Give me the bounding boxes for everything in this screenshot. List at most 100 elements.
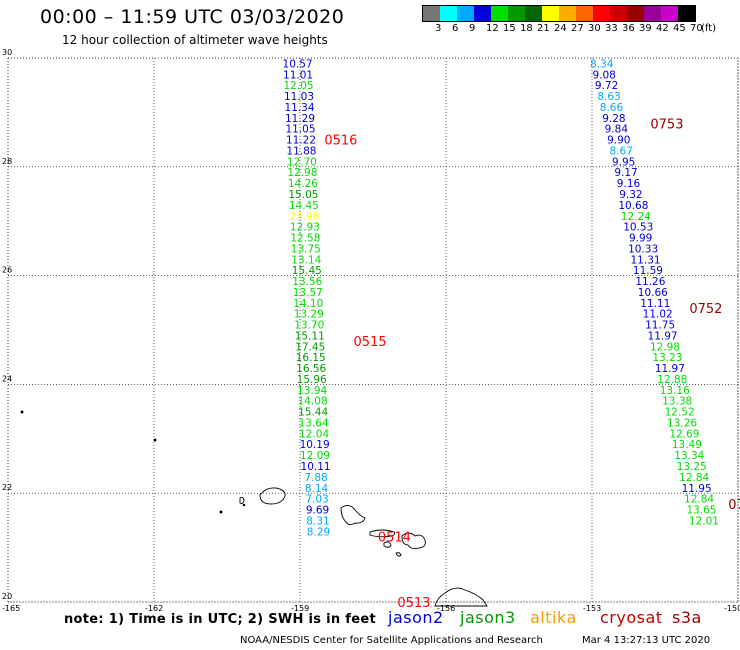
legend-swatch-9 — [576, 6, 593, 21]
legend-swatch-5 — [508, 6, 525, 21]
swh-value: 11.01 — [283, 69, 313, 81]
orbit-number-label: 0516 — [324, 134, 357, 149]
legend-swatch-14 — [661, 6, 678, 21]
island-kahoolawe — [395, 552, 402, 557]
legend-label: 36 — [622, 23, 635, 34]
legend-swatch-1 — [440, 6, 457, 21]
swh-value: 13.64 — [299, 417, 329, 429]
swh-value: 9.16 — [617, 178, 641, 190]
map-frame — [7, 57, 739, 603]
islet-3 — [20, 410, 24, 414]
swh-value: 15.05 — [288, 189, 318, 201]
swh-value: 8.31 — [306, 515, 329, 527]
swh-value: 13.75 — [291, 243, 321, 255]
swh-value: 8.14 — [305, 483, 329, 495]
swh-value: 12.93 — [290, 222, 320, 234]
swh-value: 9.32 — [619, 189, 642, 201]
swh-value: 11.31 — [631, 254, 661, 266]
swh-value: 15.45 — [292, 265, 322, 277]
swh-value: 10.57 — [283, 58, 313, 70]
swh-value: 11.02 — [643, 309, 673, 321]
legend-label: 30 — [588, 23, 601, 34]
orbit-number-label: 0752 — [689, 302, 722, 317]
orbit-number-label: 0515 — [354, 335, 387, 350]
lat-label: 24 — [2, 374, 12, 383]
legend-label: 12 — [486, 23, 499, 34]
swh-value: 11.75 — [645, 320, 675, 332]
swh-value: 13.49 — [672, 439, 702, 451]
island-kauai — [259, 487, 286, 505]
legend-label: 70 — [690, 23, 703, 34]
orbit-number-label: 0751 — [728, 498, 740, 513]
legend-swatch-10 — [593, 6, 610, 21]
map-title: 00:00 – 11:59 UTC 03/03/2020 — [40, 6, 345, 28]
swh-value: 12.04 — [299, 428, 329, 440]
swh-value: 9.28 — [602, 113, 625, 125]
swh-value: 15.96 — [297, 374, 327, 386]
island-hawaii — [434, 587, 488, 607]
legend-label: 21 — [537, 23, 550, 34]
swh-value: 9.17 — [614, 167, 637, 179]
swh-value: 16.56 — [296, 363, 326, 375]
satellite-label-altika: altika — [530, 608, 577, 627]
footer-note: note: 1) Time is in UTC; 2) SWH is in fe… — [64, 612, 376, 627]
swh-value: 12.69 — [669, 428, 699, 440]
swh-value: 8.34 — [590, 58, 614, 70]
swh-value: 12.84 — [684, 494, 714, 506]
hawaii-coastline — [20, 410, 488, 607]
swh-value: 10.11 — [301, 461, 331, 473]
legend-swatch-3 — [474, 6, 491, 21]
orbit-number-label: 0513 — [397, 596, 430, 611]
swh-value: 10.33 — [628, 243, 658, 255]
island-lanai — [383, 541, 392, 548]
legend-label: 3 — [435, 23, 442, 34]
lon-label: -153 — [583, 604, 601, 613]
islet-1 — [219, 510, 223, 514]
swh-value: 11.29 — [285, 113, 315, 125]
lat-label: 26 — [2, 266, 12, 275]
swh-value: 12.88 — [657, 374, 687, 386]
swh-value: 10.19 — [300, 439, 330, 451]
legend-label: 15 — [503, 23, 516, 34]
legend-swatch-11 — [610, 6, 627, 21]
swh-value: 12.01 — [689, 515, 719, 527]
swh-value: 13.94 — [297, 385, 327, 397]
swh-value: 12.52 — [665, 407, 695, 419]
swh-value: 11.97 — [655, 363, 685, 375]
swh-value: 14.26 — [288, 178, 318, 190]
altimeter-tracks: 10.5711.0112.0511.0311.3411.2911.0511.22… — [283, 58, 719, 538]
swh-value: 11.26 — [635, 276, 665, 288]
lon-label: -165 — [2, 604, 20, 613]
swh-value: 15.11 — [295, 330, 325, 342]
swh-value: 12.70 — [287, 156, 317, 168]
lat-label: 28 — [2, 157, 12, 166]
swh-value: 13.16 — [660, 385, 690, 397]
lat-label: 20 — [2, 592, 12, 601]
orbit-labels: 0516 0515 0514 0513 0753 0752 0751 — [324, 117, 740, 611]
legend-label: 24 — [554, 23, 567, 34]
swh-value: 13.34 — [674, 450, 704, 462]
legend-swatch-0 — [423, 6, 440, 21]
swh-value: 13.70 — [294, 320, 324, 332]
satellite-label-cryosat: cryosat — [600, 608, 663, 627]
swh-value: 13.29 — [294, 309, 324, 321]
swh-value: 8.66 — [600, 102, 624, 114]
swh-value: 12.84 — [679, 472, 709, 484]
island-maui — [401, 532, 426, 550]
swh-value: 11.05 — [285, 124, 315, 136]
orbit-number-label: 0753 — [650, 117, 683, 132]
legend-label: 9 — [469, 23, 476, 34]
swh-value: 9.99 — [629, 233, 652, 245]
swh-value: 11.59 — [633, 265, 663, 277]
swh-value: 23.98 — [289, 211, 319, 223]
swh-value: 12.05 — [284, 80, 314, 92]
swh-value: 17.45 — [295, 341, 325, 353]
legend-swatch-12 — [627, 6, 644, 21]
swh-value: 11.03 — [284, 91, 314, 103]
legend-swatch-8 — [559, 6, 576, 21]
swh-value: 11.88 — [286, 145, 316, 157]
swh-value: 13.38 — [662, 396, 692, 408]
swh-value: 8.29 — [307, 526, 330, 538]
swh-value: 16.15 — [296, 352, 326, 364]
swh-value: 7.88 — [304, 472, 327, 484]
